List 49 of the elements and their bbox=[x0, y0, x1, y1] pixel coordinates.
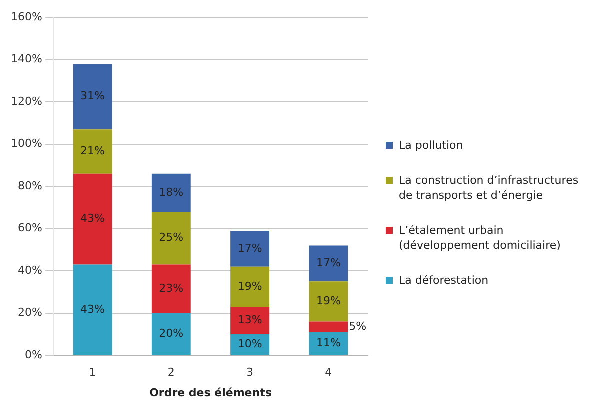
data-label: 17% bbox=[316, 256, 341, 270]
legend-label: La pollution bbox=[399, 138, 464, 153]
bar bbox=[152, 174, 191, 212]
y-tick-label: 140% bbox=[10, 52, 42, 66]
x-tick-label: 3 bbox=[246, 366, 254, 380]
data-label: 19% bbox=[316, 294, 341, 308]
x-axis-title: Ordre des éléments bbox=[150, 386, 272, 400]
bar bbox=[73, 174, 112, 265]
bar bbox=[73, 130, 112, 174]
bar bbox=[73, 264, 112, 356]
data-label: 43% bbox=[80, 302, 105, 316]
data-label: 43% bbox=[80, 212, 105, 226]
bar bbox=[309, 322, 348, 332]
x-tick-label: 2 bbox=[168, 366, 175, 380]
data-label: 23% bbox=[159, 282, 184, 295]
legend-label: L’étalement urbain (développement domiciliaire) bbox=[399, 223, 562, 253]
data-label: 11% bbox=[316, 336, 341, 350]
bar bbox=[152, 313, 191, 356]
y-tick-label: 0% bbox=[24, 348, 42, 362]
legend-label: La construction d’infrastructures de transports et d’énergie bbox=[399, 173, 580, 203]
x-tick-label: 1 bbox=[89, 366, 96, 380]
y-tick-label: 60% bbox=[18, 222, 42, 235]
y-tick-label: 80% bbox=[18, 179, 42, 192]
data-label: 19% bbox=[238, 280, 262, 293]
data-label: 5% bbox=[349, 320, 367, 333]
data-label: 21% bbox=[80, 144, 105, 158]
bar bbox=[309, 282, 348, 322]
y-tick-label: 160% bbox=[10, 10, 42, 24]
bar bbox=[230, 230, 270, 267]
y-tick-label: 40% bbox=[18, 264, 42, 277]
y-tick-label: 120% bbox=[10, 94, 42, 108]
data-label: 13% bbox=[238, 314, 262, 327]
x-tick-label: 4 bbox=[325, 366, 332, 380]
y-tick-label: 20% bbox=[18, 306, 42, 320]
bar bbox=[73, 64, 112, 130]
y-tick-label: 100% bbox=[10, 137, 42, 150]
bar bbox=[152, 212, 191, 265]
legend-label: La déforestation bbox=[399, 273, 489, 288]
bar bbox=[230, 266, 270, 308]
data-label: 10% bbox=[238, 338, 262, 351]
bar bbox=[309, 332, 348, 356]
data-label: 18% bbox=[159, 186, 184, 199]
data-label: 17% bbox=[238, 242, 262, 255]
bar bbox=[309, 246, 348, 282]
bar bbox=[230, 307, 270, 334]
data-label: 25% bbox=[159, 231, 184, 244]
data-label: 31% bbox=[80, 90, 105, 103]
data-label: 20% bbox=[159, 327, 184, 340]
bar bbox=[152, 264, 191, 314]
